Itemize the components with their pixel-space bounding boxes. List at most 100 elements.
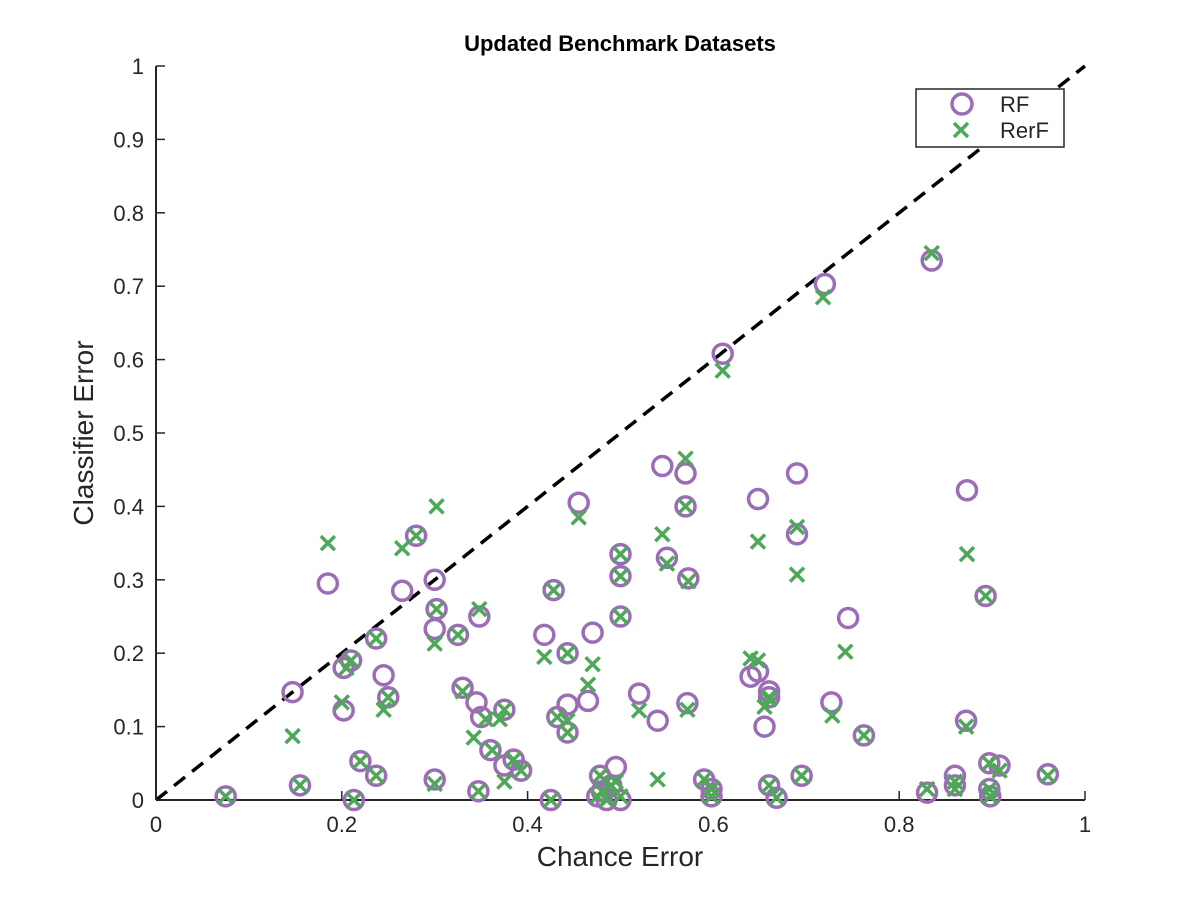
legend-rf-marker: [950, 92, 974, 116]
rf-point: [753, 715, 776, 738]
rf-point: [542, 578, 565, 602]
rf-point: [852, 724, 876, 747]
x-axis-label: Chance Error: [537, 841, 704, 872]
rerf-point: [428, 498, 445, 515]
rerf-point: [367, 767, 385, 785]
legend: RF RerF: [915, 88, 1065, 148]
rf-point: [978, 752, 1001, 775]
rerf-point: [536, 648, 553, 666]
rerf-point: [291, 777, 309, 794]
rerf-point: [579, 676, 597, 693]
rerf-point: [284, 727, 301, 745]
rerf-point: [677, 450, 694, 467]
rf-point: [651, 454, 674, 478]
rerf-point: [454, 683, 471, 700]
rf-point: [677, 567, 700, 590]
rerf-point: [991, 762, 1008, 779]
rerf-point: [593, 782, 611, 800]
rerf-point: [788, 518, 806, 536]
rerf-point: [760, 689, 778, 706]
rerf-point: [760, 777, 778, 794]
legend-rf-label: RF: [1000, 92, 1029, 117]
y-tick-label: 0.7: [113, 274, 144, 299]
rf-point: [469, 705, 493, 729]
rerf-point: [380, 689, 397, 706]
rerf-point: [449, 626, 467, 644]
rerf-point: [342, 652, 360, 669]
y-tick-label: 0.2: [113, 641, 144, 666]
rerf-point: [918, 780, 936, 798]
rf-point: [581, 621, 604, 644]
rerf-point: [545, 581, 562, 599]
rf-point: [446, 623, 470, 647]
rf-point: [604, 755, 628, 779]
rerf-point: [375, 701, 392, 718]
y-tick-label: 0.3: [113, 568, 144, 593]
rf-point: [627, 682, 651, 705]
rf-point: [364, 764, 388, 788]
rf-point: [765, 786, 788, 810]
rerf-point: [768, 789, 785, 807]
rerf-point: [630, 702, 648, 719]
y-tick-label: 0.5: [113, 421, 144, 446]
rerf-point: [749, 533, 767, 550]
rerf-point: [549, 708, 566, 726]
rerf-point: [542, 791, 560, 809]
rf-point: [339, 649, 363, 672]
rf-point: [820, 691, 843, 714]
rerf-point: [612, 608, 629, 625]
legend-box: [915, 88, 1065, 148]
y-tick-label: 0.6: [113, 348, 144, 373]
rf-point: [711, 342, 734, 365]
rerf-point: [958, 545, 976, 563]
rerf-point: [570, 509, 587, 526]
rf-point: [349, 749, 372, 773]
x-tick-label: 0.4: [512, 812, 543, 837]
rerf-point: [982, 788, 999, 805]
rerf-point: [607, 773, 625, 790]
rerf-point: [512, 762, 530, 779]
rf-point: [576, 689, 600, 713]
rerf-point: [338, 659, 355, 677]
rerf-point: [814, 288, 832, 306]
rerf-point: [428, 600, 445, 618]
rf-point: [467, 779, 490, 803]
rerf-point: [677, 498, 694, 515]
rerf-point: [505, 751, 522, 768]
rf-point: [281, 680, 304, 704]
rerf-point: [345, 791, 363, 809]
rerf-point: [946, 780, 964, 798]
rerf-point: [654, 526, 671, 543]
rf-point: [509, 759, 533, 782]
rerf-point: [491, 711, 508, 728]
rerf-point: [977, 587, 994, 605]
rerf-point: [714, 362, 731, 379]
rf-point: [479, 738, 502, 762]
rf-point: [609, 788, 632, 812]
rf-point: [655, 546, 679, 570]
rf-point: [757, 685, 781, 709]
rerf-point: [584, 655, 601, 673]
y-axis-label: Classifier Error: [68, 340, 99, 525]
rerf-point: [680, 573, 697, 590]
rf-point: [423, 768, 446, 791]
y-tick-label: 0: [132, 788, 144, 813]
rf-point: [974, 584, 997, 608]
data-points: [214, 244, 1060, 812]
rerf-point: [484, 741, 501, 759]
rerf-point: [598, 791, 615, 809]
rf-point: [556, 641, 579, 665]
rerf-point: [679, 701, 696, 718]
rerf-point: [703, 788, 720, 805]
rf-point: [451, 676, 474, 699]
rerf-point: [367, 630, 385, 647]
rerf-point: [855, 727, 873, 744]
rf-point: [609, 605, 632, 628]
rerf-point: [612, 567, 629, 585]
y-tick-label: 0.4: [113, 494, 144, 519]
rf-point: [556, 693, 579, 716]
rf-point: [955, 479, 979, 502]
rf-point: [404, 524, 428, 548]
rerf-point: [471, 600, 488, 618]
